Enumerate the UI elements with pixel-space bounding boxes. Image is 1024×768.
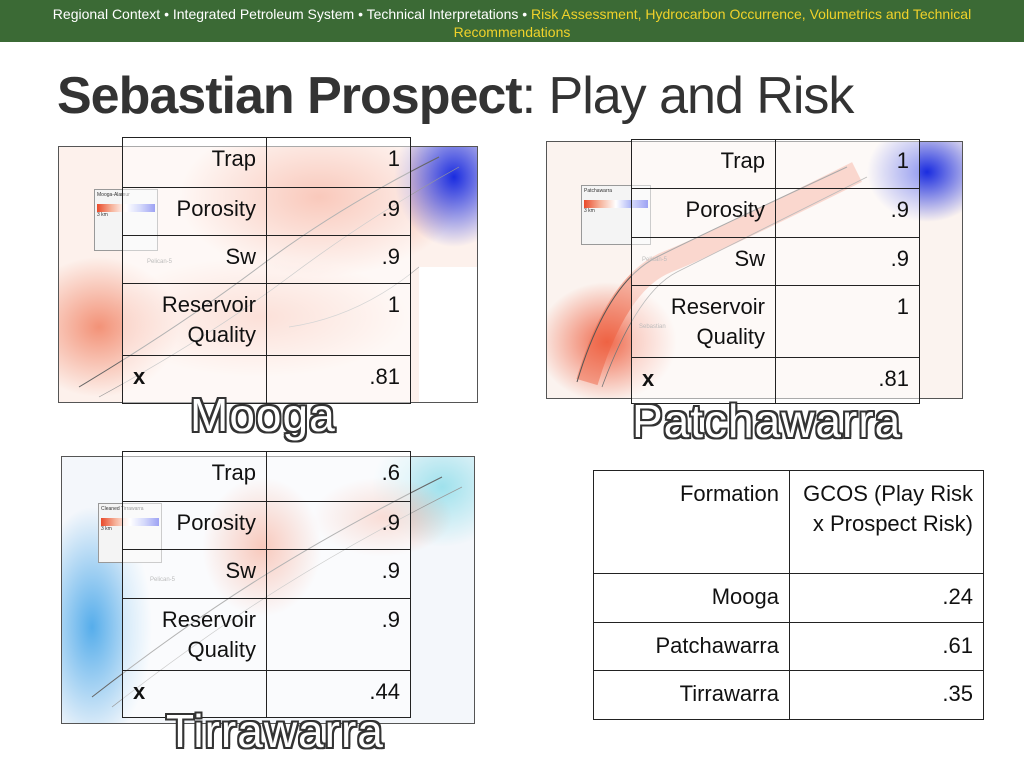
factor-label: Reservoir Quality bbox=[631, 285, 776, 358]
color-scale-bar bbox=[584, 200, 648, 208]
table-row: Sw .9 bbox=[631, 237, 920, 286]
scale-label: 3 km bbox=[584, 208, 595, 214]
factor-value: .9 bbox=[266, 235, 411, 284]
factor-value: 1 bbox=[266, 283, 411, 356]
scale-label: 3 km bbox=[97, 212, 108, 218]
factor-label: Reservoir Quality bbox=[122, 283, 267, 356]
factor-value: 1 bbox=[775, 285, 920, 358]
factor-value: .9 bbox=[266, 549, 411, 599]
slide-title-rest: : Play and Risk bbox=[521, 67, 855, 125]
factor-label: Trap bbox=[631, 139, 776, 189]
breadcrumb-sections: Regional Context • Integrated Petroleum … bbox=[52, 6, 528, 22]
column-header-formation: Formation bbox=[593, 470, 790, 574]
factor-label: Sw bbox=[122, 235, 267, 284]
factor-value: 1 bbox=[775, 139, 920, 189]
table-row: Sw .9 bbox=[122, 235, 411, 284]
tirrawarra-panel-name: Tirrawarra bbox=[166, 705, 384, 757]
gcos-summary-table: Formation GCOS (Play Risk x Prospect Ris… bbox=[593, 470, 984, 720]
table-row: Porosity .9 bbox=[122, 187, 411, 236]
gcos-cell: .61 bbox=[789, 622, 984, 671]
factor-label: Trap bbox=[122, 451, 267, 502]
table-row: Mooga .24 bbox=[593, 573, 984, 623]
factor-value: .9 bbox=[775, 188, 920, 238]
mooga-risk-table: Trap 1 Porosity .9 Sw .9 Reservoir Quali… bbox=[122, 137, 411, 404]
factor-label: Trap bbox=[122, 137, 267, 188]
factor-value: .9 bbox=[775, 237, 920, 286]
table-row: Tirrawarra .35 bbox=[593, 670, 984, 720]
mooga-legend-title: Mooga-Alamur bbox=[97, 192, 130, 198]
factor-label: Porosity bbox=[631, 188, 776, 238]
table-row: Reservoir Quality 1 bbox=[631, 285, 920, 358]
gcos-cell: .35 bbox=[789, 670, 984, 720]
factor-value: .6 bbox=[266, 451, 411, 502]
table-row: Trap .6 bbox=[122, 451, 411, 502]
factor-value: 1 bbox=[266, 137, 411, 188]
factor-value: .9 bbox=[266, 187, 411, 236]
formation-cell: Patchawarra bbox=[593, 622, 790, 671]
product-value: .81 bbox=[266, 355, 411, 404]
mooga-panel-name: Mooga bbox=[190, 389, 336, 441]
factor-label: Sw bbox=[122, 549, 267, 599]
factor-label: Sw bbox=[631, 237, 776, 286]
table-row: Porosity .9 bbox=[122, 501, 411, 550]
patchawarra-panel-name: Patchawarra bbox=[632, 395, 902, 447]
gcos-cell: .24 bbox=[789, 573, 984, 623]
table-row: x .44 bbox=[122, 670, 411, 718]
table-header-row: Formation GCOS (Play Risk x Prospect Ris… bbox=[593, 470, 984, 574]
slide-title-bold: Sebastian Prospect bbox=[57, 67, 523, 125]
table-row: x .81 bbox=[631, 357, 920, 404]
formation-cell: Tirrawarra bbox=[593, 670, 790, 720]
patchawarra-legend-title: Patchawarra bbox=[584, 188, 613, 194]
table-row: Trap 1 bbox=[122, 137, 411, 188]
factor-value: .9 bbox=[266, 501, 411, 550]
factor-value: .9 bbox=[266, 598, 411, 671]
table-row: Porosity .9 bbox=[631, 188, 920, 238]
product-label: x bbox=[122, 670, 267, 718]
table-row: Patchawarra .61 bbox=[593, 622, 984, 671]
product-value: .81 bbox=[775, 357, 920, 404]
factor-label: Porosity bbox=[122, 187, 267, 236]
product-value: .44 bbox=[266, 670, 411, 718]
product-label: x bbox=[122, 355, 267, 404]
table-row: Sw .9 bbox=[122, 549, 411, 599]
slide-title: Sebastian Prospect: Play and Risk bbox=[57, 66, 855, 126]
scale-label: 3 km bbox=[101, 526, 112, 532]
tirrawarra-risk-table: Trap .6 Porosity .9 Sw .9 Reservoir Qual… bbox=[122, 451, 411, 718]
breadcrumb-current-section: Risk Assessment, Hydrocarbon Occurrence,… bbox=[453, 6, 972, 40]
column-header-gcos: GCOS (Play Risk x Prospect Risk) bbox=[789, 470, 984, 574]
section-breadcrumb-bar: Regional Context • Integrated Petroleum … bbox=[0, 0, 1024, 42]
factor-label: Reservoir Quality bbox=[122, 598, 267, 671]
table-row: x .81 bbox=[122, 355, 411, 404]
table-row: Reservoir Quality 1 bbox=[122, 283, 411, 356]
product-label: x bbox=[631, 357, 776, 404]
table-row: Trap 1 bbox=[631, 139, 920, 189]
table-row: Reservoir Quality .9 bbox=[122, 598, 411, 671]
formation-cell: Mooga bbox=[593, 573, 790, 623]
patchawarra-risk-table: Trap 1 Porosity .9 Sw .9 Reservoir Quali… bbox=[631, 139, 920, 404]
factor-label: Porosity bbox=[122, 501, 267, 550]
